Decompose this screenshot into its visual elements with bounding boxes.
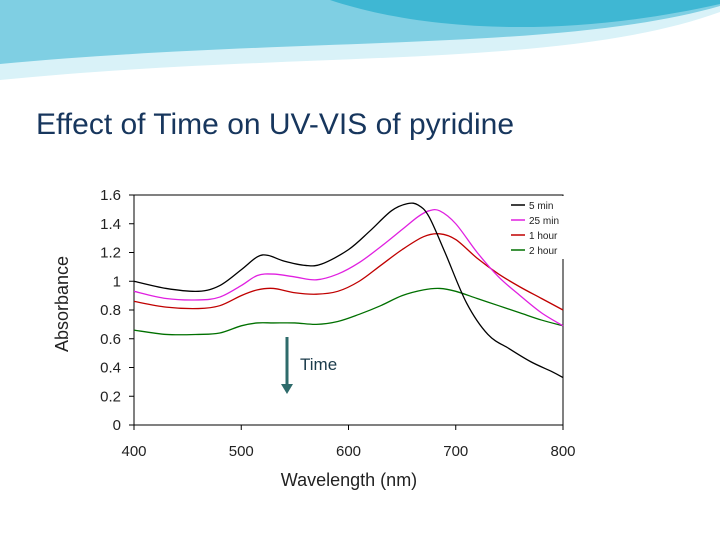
y-tick-label: 0 bbox=[113, 417, 121, 434]
legend-label: 25 min bbox=[529, 216, 559, 227]
x-tick-label: 400 bbox=[121, 443, 146, 460]
y-axis-label: Absorbance bbox=[52, 256, 72, 352]
banner-wave-dark bbox=[0, 0, 720, 28]
arrowhead-icon bbox=[281, 384, 293, 394]
series-line-25-min bbox=[133, 208, 564, 327]
x-tick-label: 500 bbox=[229, 443, 254, 460]
chart-legend: 5 min 25 min 1 hour 2 hour bbox=[507, 196, 565, 259]
legend-label: 1 hour bbox=[529, 231, 558, 242]
y-tick-label: 0.4 bbox=[100, 360, 121, 377]
x-tick-label: 800 bbox=[550, 443, 575, 460]
series-line-2-hour bbox=[133, 287, 564, 336]
time-annotation: Time bbox=[281, 337, 337, 394]
plot-frame bbox=[133, 194, 564, 426]
y-tick-label: 1.4 bbox=[100, 216, 121, 233]
legend-label: 2 hour bbox=[529, 246, 558, 257]
y-tick-label: 0.6 bbox=[100, 331, 121, 348]
chart-axes: 0 0.2 0.4 0.6 0.8 1 1.2 1.4 1.6 400 500 600 700 800 bbox=[100, 187, 575, 460]
series-line-5-min bbox=[133, 202, 564, 379]
y-tick-label: 1.6 bbox=[100, 187, 121, 204]
y-tick-label: 0.8 bbox=[100, 302, 121, 319]
y-tick-label: 1.2 bbox=[100, 245, 121, 262]
x-tick-label: 700 bbox=[443, 443, 468, 460]
time-annotation-label: Time bbox=[300, 355, 337, 374]
legend-label: 5 min bbox=[529, 201, 553, 212]
header-banner bbox=[0, 0, 720, 80]
chart-series bbox=[133, 202, 564, 379]
x-tick-label: 600 bbox=[336, 443, 361, 460]
series-line-1-hour bbox=[133, 233, 564, 311]
legend-box bbox=[507, 196, 565, 259]
y-tick-label: 0.2 bbox=[100, 388, 121, 405]
x-axis-label: Wavelength (nm) bbox=[281, 470, 417, 490]
slide-title: Effect of Time on UV-VIS of pyridine bbox=[36, 108, 515, 141]
y-tick-label: 1 bbox=[113, 273, 121, 290]
